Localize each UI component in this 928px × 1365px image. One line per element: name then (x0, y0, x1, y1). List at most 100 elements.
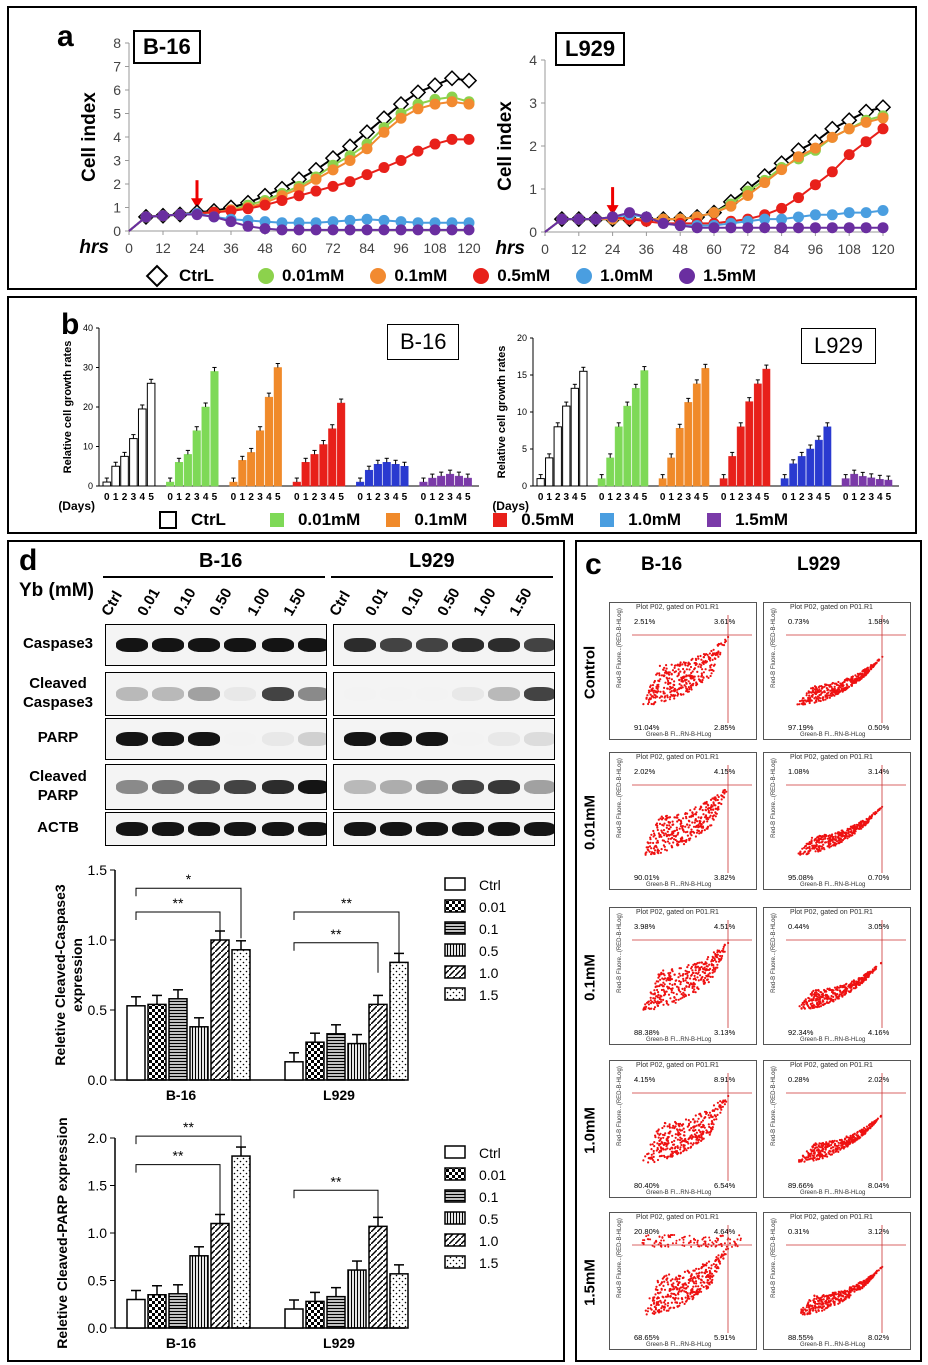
wb-band (152, 780, 184, 794)
flow-quadrant-value: 89.66% (788, 1181, 814, 1190)
flow-event (707, 804, 710, 807)
flow-event (697, 675, 700, 678)
wb-lane-label: 0.10 (398, 585, 428, 619)
b-right-day-label: 4 (633, 492, 639, 503)
flow-event (862, 669, 865, 672)
flow-event (815, 1311, 818, 1314)
flow-event (667, 837, 670, 840)
flow-event (687, 690, 690, 693)
flow-event (658, 835, 661, 838)
flow-event (856, 1284, 859, 1287)
flow-event (811, 689, 815, 692)
flow-event (668, 821, 671, 824)
flow-event (684, 1147, 687, 1150)
flow-event (696, 962, 699, 965)
a-right-point (793, 211, 804, 223)
flow-event (854, 982, 857, 985)
flow-event (862, 1285, 865, 1288)
flow-event (714, 804, 717, 807)
b-left-bar (373, 464, 382, 487)
flow-event (644, 1003, 647, 1006)
flow-event (667, 672, 670, 675)
flow-event (669, 682, 672, 685)
flow-event (668, 671, 671, 674)
a-left-ytick-label: 7 (113, 59, 121, 75)
flow-event (704, 976, 707, 980)
flow-event (863, 979, 866, 982)
b-right-bar (640, 370, 649, 487)
flow-event (672, 1124, 675, 1127)
flow-event (725, 1245, 728, 1248)
flow-event (648, 1007, 651, 1010)
a-left-point (446, 96, 458, 108)
flow-event (682, 973, 685, 976)
flow-event (818, 1142, 821, 1145)
flow-event (806, 1004, 810, 1007)
flow-event (686, 1270, 689, 1273)
flow-event (690, 814, 693, 817)
flow-event (857, 1287, 860, 1290)
flow-event (842, 1145, 845, 1148)
flow-event (649, 693, 652, 696)
flow-event (714, 796, 717, 799)
flow-event (815, 1158, 818, 1161)
flow-quadrant-value: 0.73% (788, 617, 810, 626)
flow-event (863, 1132, 867, 1135)
flow-event (697, 979, 700, 982)
flow-event (820, 1142, 823, 1145)
flow-event (665, 990, 668, 993)
flow-event (665, 1278, 668, 1281)
flow-event (660, 1282, 663, 1285)
flow-event (803, 1160, 806, 1163)
flow-event (817, 1305, 820, 1308)
flow-event (818, 685, 821, 688)
flow-event (833, 1142, 837, 1145)
flow-event (661, 1236, 664, 1239)
flow-event (683, 1235, 686, 1238)
flow-event (807, 696, 810, 699)
flow-event (817, 845, 820, 849)
flow-y-axis: Red-B Fluore...(RED-B-HLog) (616, 913, 623, 993)
flow-event (708, 1111, 711, 1114)
flow-event (704, 659, 707, 663)
flow-event (656, 1132, 659, 1135)
flow-event (815, 1297, 818, 1300)
flow-event (817, 699, 821, 702)
flow-event (704, 961, 707, 964)
flow-event (703, 1126, 706, 1129)
flow-event (721, 954, 724, 958)
d1-legend-swatch (444, 987, 466, 1001)
flow-event (803, 1308, 807, 1311)
flow-event (706, 958, 709, 961)
flow-event (820, 838, 823, 841)
flow-event (810, 836, 814, 839)
flow-event (682, 667, 685, 671)
b-right-bar (884, 479, 893, 487)
flow-event (666, 840, 670, 843)
flow-event (822, 1147, 825, 1150)
flow-event (671, 968, 674, 971)
flow-event (869, 971, 872, 974)
b-right-day-label: 1 (546, 492, 552, 503)
flow-event (708, 656, 711, 659)
flow-event (712, 808, 715, 811)
wb-band (224, 780, 256, 794)
flow-event (665, 849, 668, 852)
flow-event (812, 1004, 815, 1007)
wb-band (152, 732, 184, 746)
flow-quadrant-value: 2.85% (714, 723, 736, 732)
flow-event (851, 831, 854, 835)
flow-event (823, 1295, 826, 1298)
flow-row-label: Control (581, 645, 599, 700)
flow-event (674, 1294, 677, 1297)
d1-bar (284, 1061, 304, 1081)
a-right-point (759, 213, 771, 225)
flow-event (687, 686, 690, 689)
flow-event (834, 839, 837, 842)
b-left-day-label: 1 (113, 492, 119, 503)
b-left-bar (292, 481, 301, 487)
flow-event (666, 1147, 669, 1150)
flow-event (687, 1138, 690, 1141)
flow-event (813, 1300, 816, 1303)
